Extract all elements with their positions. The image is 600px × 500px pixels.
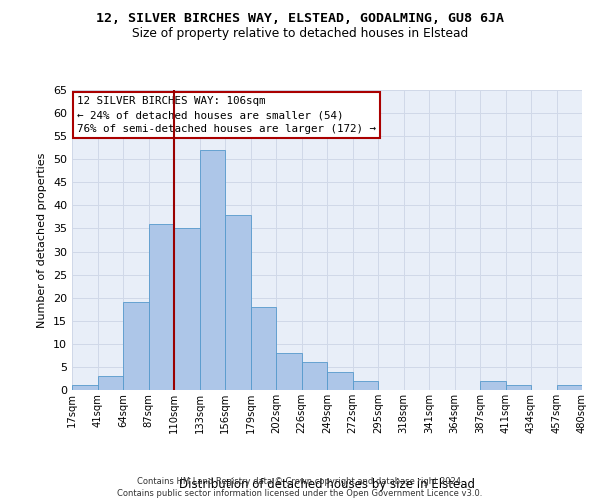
Bar [276, 353, 302, 390]
Bar [505, 386, 531, 390]
Bar [149, 224, 174, 390]
Text: 12, SILVER BIRCHES WAY, ELSTEAD, GODALMING, GU8 6JA: 12, SILVER BIRCHES WAY, ELSTEAD, GODALMI… [96, 12, 504, 26]
Bar [174, 228, 199, 390]
Text: Size of property relative to detached houses in Elstead: Size of property relative to detached ho… [132, 28, 468, 40]
Bar [97, 376, 123, 390]
X-axis label: Distribution of detached houses by size in Elstead: Distribution of detached houses by size … [179, 478, 475, 490]
Text: 12 SILVER BIRCHES WAY: 106sqm
← 24% of detached houses are smaller (54)
76% of s: 12 SILVER BIRCHES WAY: 106sqm ← 24% of d… [77, 96, 376, 134]
Bar [480, 381, 505, 390]
Bar [557, 386, 582, 390]
Bar [251, 307, 276, 390]
Bar [327, 372, 353, 390]
Bar [353, 381, 378, 390]
Bar [302, 362, 327, 390]
Bar [123, 302, 149, 390]
Bar [72, 386, 97, 390]
Bar [199, 150, 225, 390]
Text: Contains HM Land Registry data © Crown copyright and database right 2024.
Contai: Contains HM Land Registry data © Crown c… [118, 476, 482, 498]
Bar [225, 214, 251, 390]
Y-axis label: Number of detached properties: Number of detached properties [37, 152, 47, 328]
